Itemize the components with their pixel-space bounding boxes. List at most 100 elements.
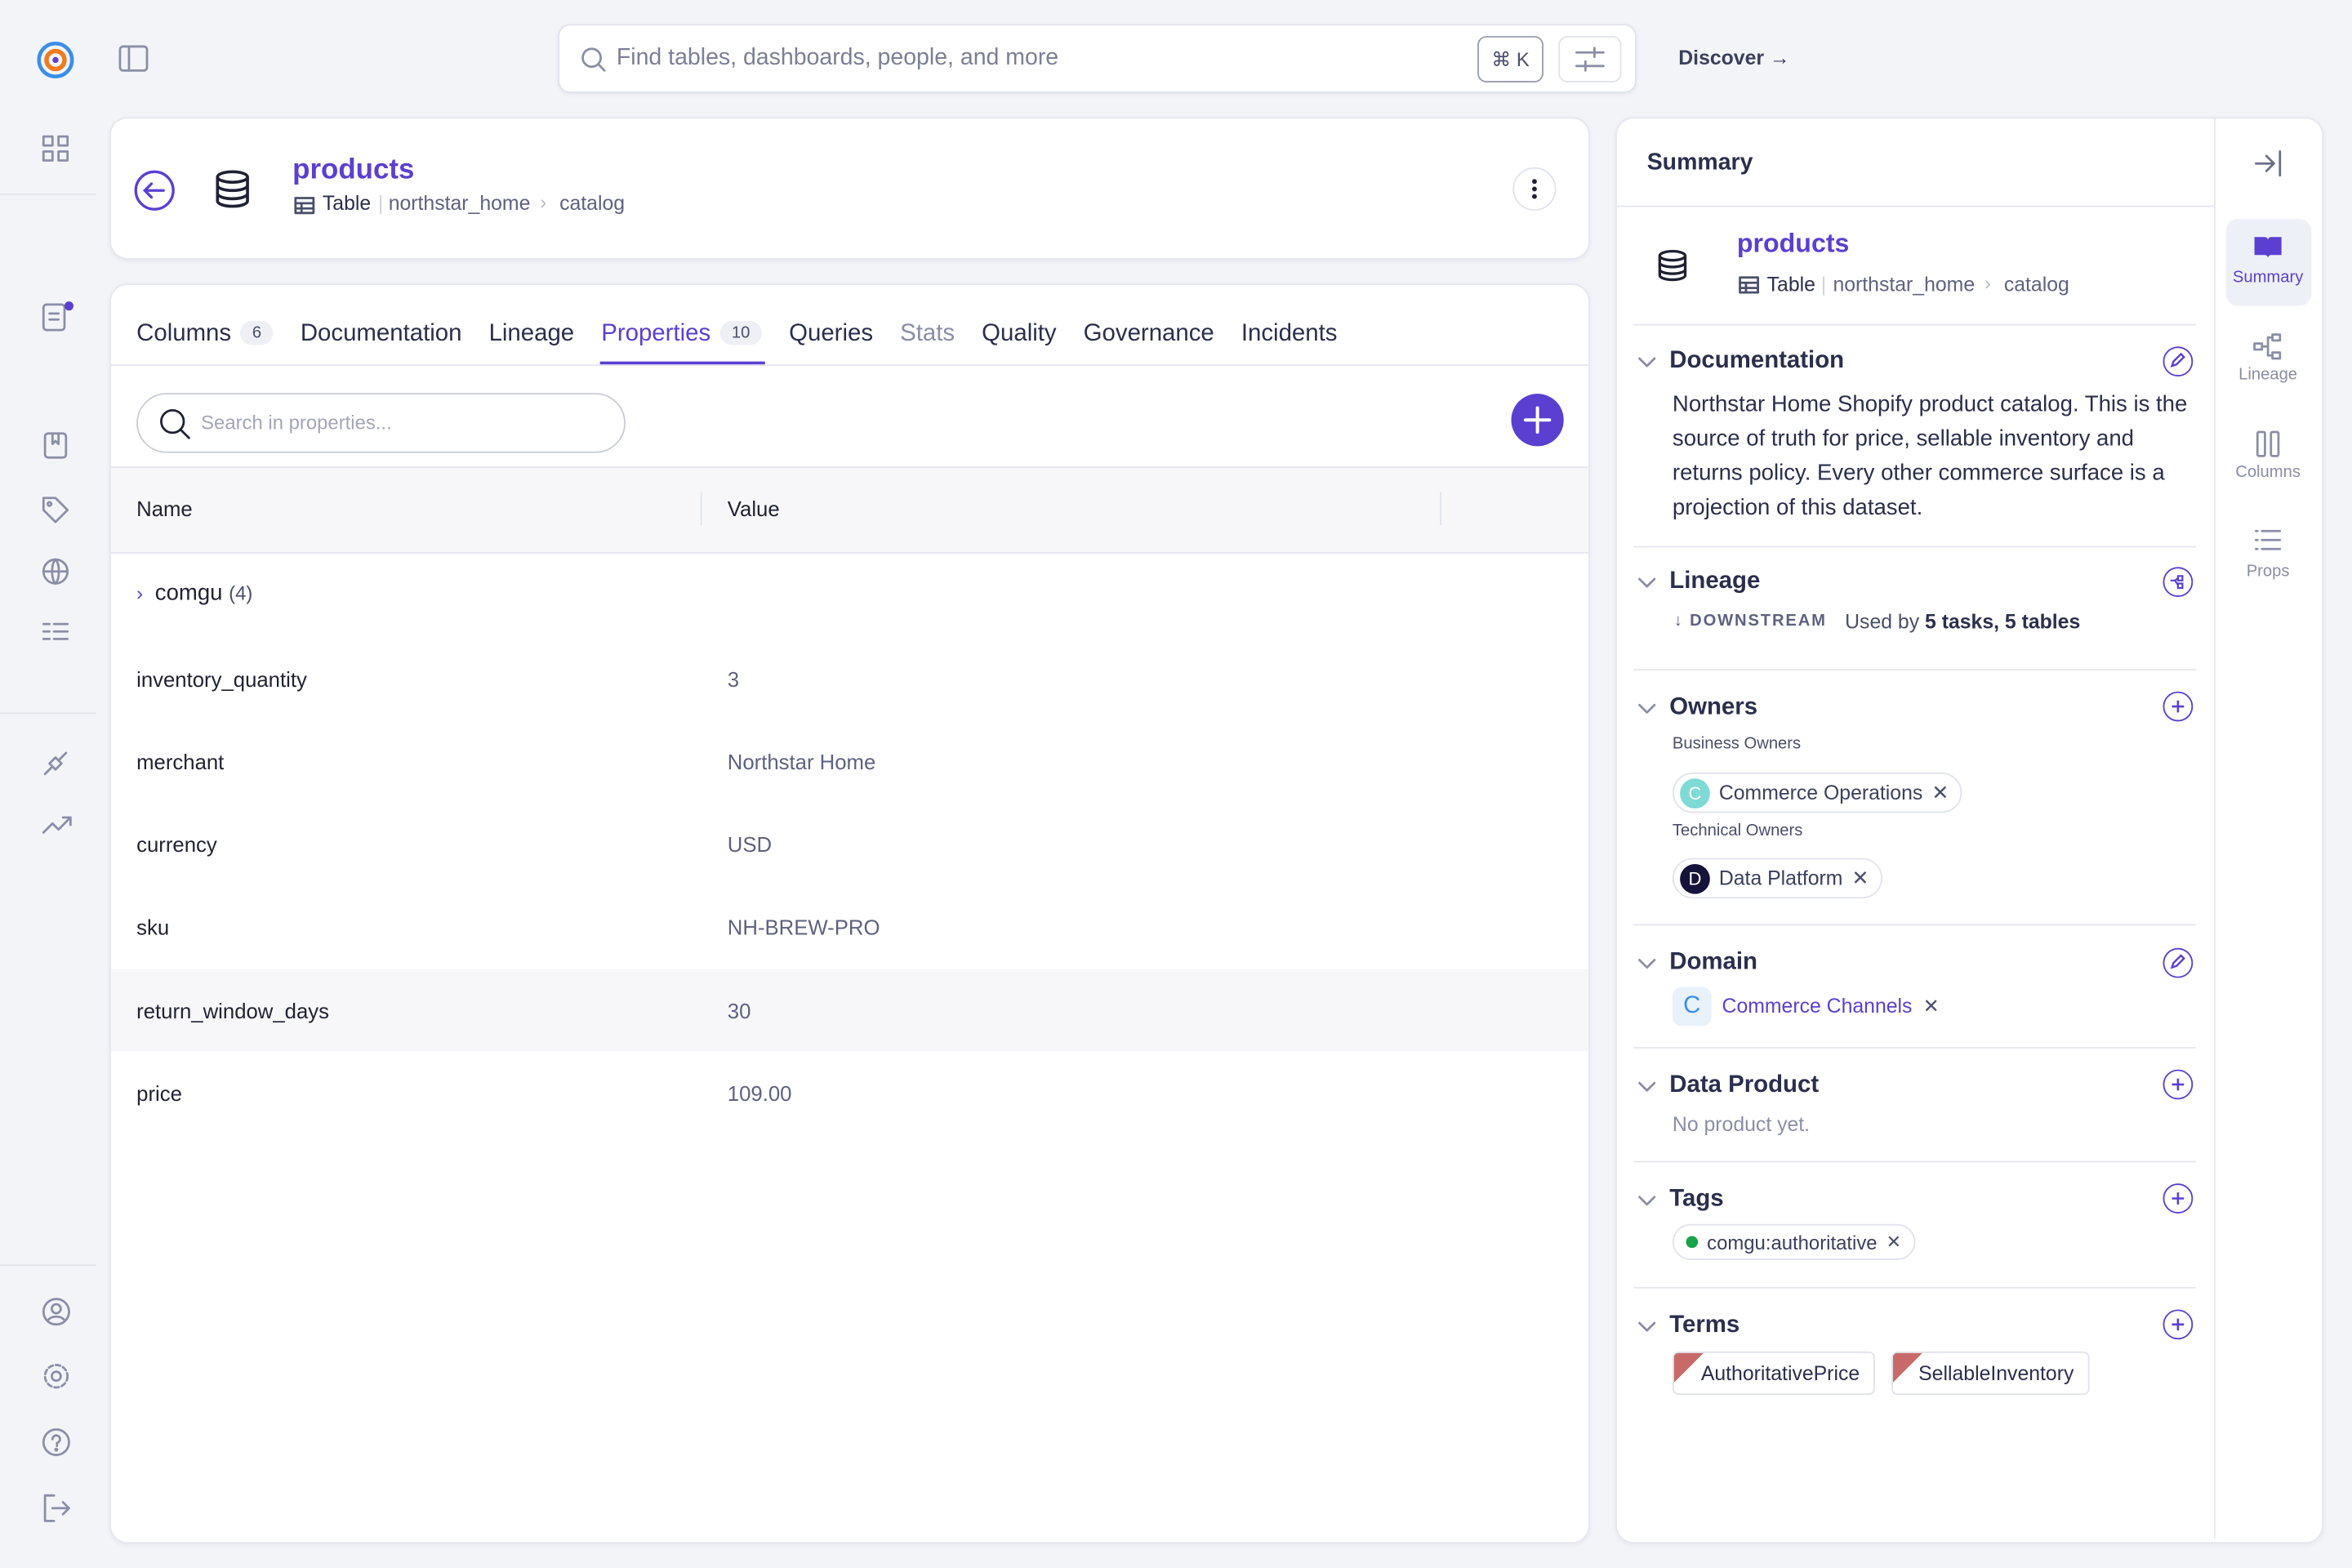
- collapse-icon[interactable]: [1637, 699, 1658, 720]
- collapse-icon[interactable]: [1637, 1191, 1658, 1212]
- add-button[interactable]: [2163, 691, 2194, 722]
- divider: [0, 712, 96, 715]
- domain-name[interactable]: Commerce Channels: [1722, 994, 1913, 1018]
- section-title: Lineage: [1669, 568, 1761, 595]
- rail-icon: [2255, 529, 2282, 550]
- divider: [1633, 546, 2196, 548]
- empty-state: No product yet.: [1672, 1112, 1811, 1136]
- divider: [1633, 1160, 2196, 1163]
- tab[interactable]: Columns 6: [136, 321, 274, 348]
- remove-icon[interactable]: ✕: [1886, 1231, 1902, 1253]
- property-value: 109.00: [727, 1081, 792, 1106]
- property-value: USD: [727, 832, 773, 857]
- add-property[interactable]: [1511, 393, 1565, 447]
- tab-bar: Columns 6 Documentation Lineage Properties 10…: [136, 321, 1337, 348]
- tab-count: 6: [240, 321, 274, 345]
- property-row: inventory_quantity 3: [111, 638, 1588, 720]
- tab[interactable]: Stats: [900, 321, 955, 348]
- tab[interactable]: Incidents: [1241, 321, 1338, 348]
- nav-docs[interactable]: [42, 300, 74, 332]
- collapse-panel[interactable]: [2255, 150, 2283, 177]
- rail-label[interactable]: Props: [2246, 562, 2290, 581]
- nav-ingestion[interactable]: [42, 750, 69, 777]
- entity-title[interactable]: products: [292, 154, 415, 186]
- tab[interactable]: Quality: [982, 321, 1056, 348]
- collapse-icon[interactable]: [1637, 353, 1658, 374]
- tab[interactable]: Properties 10: [601, 321, 763, 348]
- divider: [1633, 1047, 2196, 1049]
- nav-settings[interactable]: [42, 1362, 70, 1391]
- property-name: price: [136, 1081, 182, 1106]
- nav-home[interactable]: [42, 135, 69, 162]
- lineage-button[interactable]: [2163, 567, 2194, 598]
- remove-icon[interactable]: ✕: [1851, 866, 1869, 889]
- tab[interactable]: Lineage: [489, 321, 575, 348]
- nav-tags[interactable]: [42, 497, 69, 523]
- breadcrumb[interactable]: catalog: [559, 192, 626, 215]
- tag-chip[interactable]: comgu:authoritative ✕: [1672, 1223, 1915, 1260]
- usage-prefix: Used by: [1845, 610, 1920, 634]
- property-group[interactable]: › comgu (4): [136, 581, 252, 606]
- nav-list[interactable]: [42, 621, 69, 644]
- owner-chip[interactable]: C Commerce Operations ✕: [1672, 772, 1962, 813]
- tab[interactable]: Documentation: [301, 321, 462, 348]
- term-chip[interactable]: AuthoritativePrice: [1672, 1351, 1875, 1396]
- edit-button[interactable]: [2163, 346, 2194, 377]
- add-button[interactable]: [2163, 1069, 2194, 1100]
- add-button[interactable]: [2163, 1183, 2194, 1214]
- filter-button[interactable]: [1558, 36, 1622, 83]
- column-divider: [700, 492, 702, 525]
- entity-title[interactable]: products: [1736, 228, 1850, 258]
- term-name: SellableInventory: [1918, 1361, 2074, 1385]
- property-name: currency: [136, 832, 217, 857]
- breadcrumb[interactable]: catalog: [2003, 273, 2069, 296]
- entity-type: Table: [322, 192, 372, 215]
- nav-insights[interactable]: [42, 813, 72, 834]
- add-button[interactable]: [2163, 1309, 2194, 1340]
- global-search[interactable]: Find tables, dashboards, people, and mor…: [558, 24, 1637, 93]
- separator: ›: [1984, 271, 1991, 294]
- edit-button[interactable]: [2163, 947, 2194, 978]
- discover-link[interactable]: Discover →: [1678, 46, 1790, 69]
- usage-count[interactable]: 5 tasks, 5 tables: [1925, 610, 2081, 634]
- term-chip[interactable]: SellableInventory: [1891, 1351, 2089, 1396]
- nav-domains[interactable]: [42, 558, 69, 585]
- property-value: 3: [727, 666, 740, 691]
- nav-logout[interactable]: [42, 1494, 70, 1522]
- column-header: Name: [136, 496, 193, 521]
- collapse-icon[interactable]: [1637, 573, 1658, 595]
- tab-label: Incidents: [1241, 321, 1338, 347]
- tab-label: Properties: [601, 321, 711, 347]
- property-value: 30: [727, 998, 751, 1023]
- tab[interactable]: Governance: [1084, 321, 1214, 348]
- owner-name: Commerce Operations: [1718, 781, 1923, 804]
- remove-icon[interactable]: ✕: [1922, 994, 1940, 1018]
- active-tab-underline: [599, 361, 765, 365]
- sidebar-toggle[interactable]: [118, 45, 149, 72]
- rail-label[interactable]: Lineage: [2238, 366, 2298, 385]
- properties-search[interactable]: Search in properties...: [136, 393, 626, 453]
- back-button[interactable]: [133, 170, 175, 212]
- rail-icon: [2253, 333, 2282, 360]
- group-name: comgu: [154, 580, 223, 607]
- collapse-icon[interactable]: [1637, 954, 1658, 975]
- nav-profile[interactable]: [42, 1298, 70, 1326]
- rail-icon: [2256, 430, 2280, 457]
- nav-help[interactable]: [42, 1428, 70, 1457]
- remove-icon[interactable]: ✕: [1931, 781, 1949, 804]
- divider: [110, 364, 1589, 367]
- more-menu[interactable]: [1512, 167, 1557, 212]
- tab-label: Stats: [900, 321, 956, 347]
- breadcrumb[interactable]: northstar_home: [1833, 273, 1976, 296]
- breadcrumb[interactable]: northstar_home: [388, 192, 531, 215]
- owner-chip[interactable]: D Data Platform ✕: [1672, 858, 1882, 899]
- summary-panel: [1615, 117, 2324, 1544]
- collapse-icon[interactable]: [1637, 1077, 1658, 1098]
- tab[interactable]: Queries: [789, 321, 873, 348]
- rail-label[interactable]: Columns: [2235, 463, 2301, 482]
- nav-glossary[interactable]: [42, 432, 69, 459]
- collapse-icon[interactable]: [1637, 1317, 1658, 1339]
- logo[interactable]: [33, 38, 78, 82]
- rail-label[interactable]: Summary: [2232, 268, 2304, 287]
